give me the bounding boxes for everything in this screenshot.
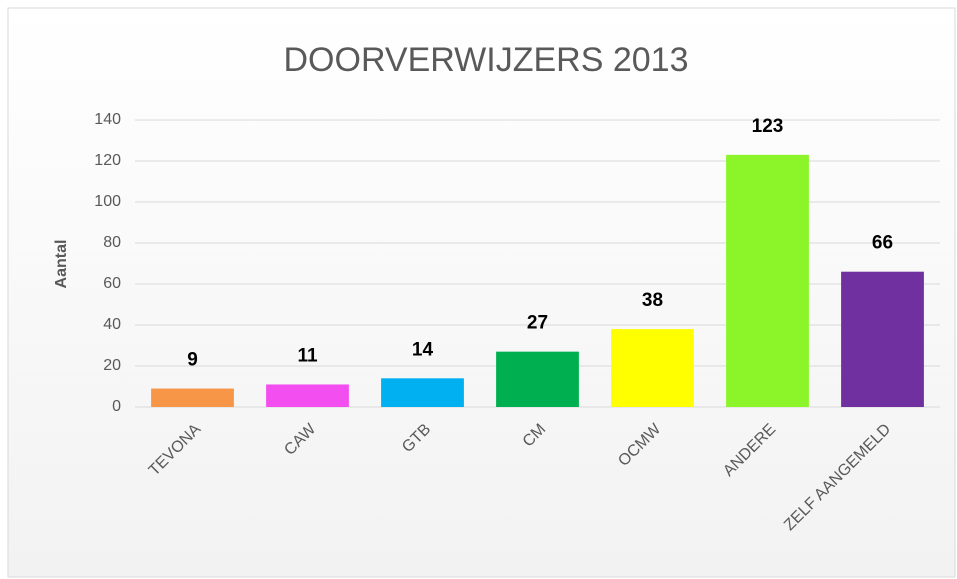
y-tick-label: 40: [103, 316, 121, 333]
y-tick-label: 140: [94, 111, 121, 128]
bar: [266, 384, 349, 407]
value-label: 123: [752, 116, 784, 137]
y-tick-label: 100: [94, 193, 121, 210]
y-tick-label: 80: [103, 234, 121, 251]
bar: [841, 271, 924, 407]
value-label: 27: [527, 313, 548, 334]
y-tick-label: 120: [94, 152, 121, 169]
bar: [381, 378, 464, 407]
chart-title: DOORVERWIJZERS 2013: [284, 41, 689, 79]
value-label: 14: [412, 339, 434, 360]
bar: [151, 388, 234, 407]
bar: [496, 351, 579, 407]
y-tick-label: 20: [103, 357, 121, 374]
y-axis-label: Aantal: [53, 240, 70, 289]
value-label: 38: [642, 290, 663, 311]
y-tick-label: 60: [103, 275, 121, 292]
value-label: 66: [872, 233, 893, 254]
bar: [611, 329, 694, 407]
y-tick-label: 0: [112, 398, 121, 415]
value-label: 11: [297, 345, 318, 366]
value-label: 9: [187, 350, 198, 371]
bar: [726, 154, 809, 407]
